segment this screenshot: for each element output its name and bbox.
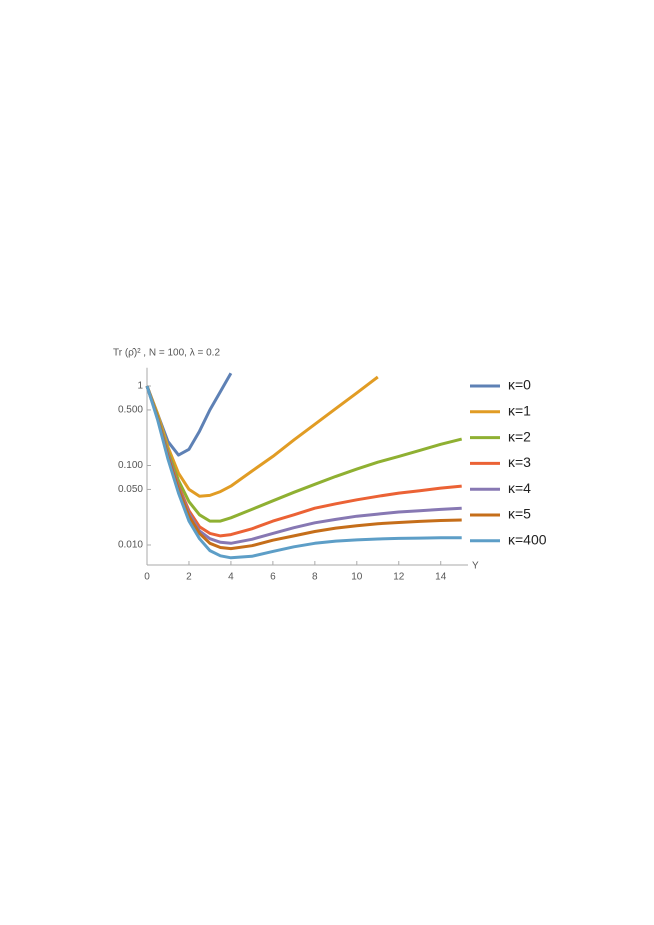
- legend-label: κ=0: [508, 377, 531, 393]
- x-tick-label: 14: [435, 572, 447, 583]
- series-line: [145, 385, 462, 538]
- x-tick-label: 8: [312, 572, 318, 583]
- chart-title: Tr (ρ̂)² , N = 100, λ = 0.2: [113, 347, 220, 359]
- y-tick-label: 0.500: [118, 405, 143, 416]
- x-axis-label: Y: [472, 561, 479, 572]
- y-tick-label: 0.100: [118, 460, 143, 471]
- x-tick-label: 2: [186, 572, 192, 583]
- series-line: [145, 372, 233, 457]
- legend-label: κ=4: [508, 480, 531, 496]
- legend-label: κ=400: [508, 532, 547, 548]
- y-tick-label: 0.050: [118, 484, 143, 495]
- series-line: [145, 385, 462, 545]
- y-tick-label: 0.010: [118, 540, 143, 551]
- x-tick-label: 4: [228, 572, 234, 583]
- x-tick-label: 12: [393, 572, 405, 583]
- x-tick-label: 0: [144, 572, 150, 583]
- y-tick-label: 1: [137, 381, 143, 392]
- series-line: [145, 385, 463, 523]
- x-tick-label: 10: [351, 572, 363, 583]
- legend-label: κ=1: [508, 403, 531, 419]
- legend-label: κ=3: [508, 454, 531, 470]
- series-line: [145, 385, 462, 560]
- legend-label: κ=5: [508, 506, 531, 522]
- x-tick-label: 6: [270, 572, 276, 583]
- legend-label: κ=2: [508, 428, 531, 444]
- series-line: [145, 375, 379, 498]
